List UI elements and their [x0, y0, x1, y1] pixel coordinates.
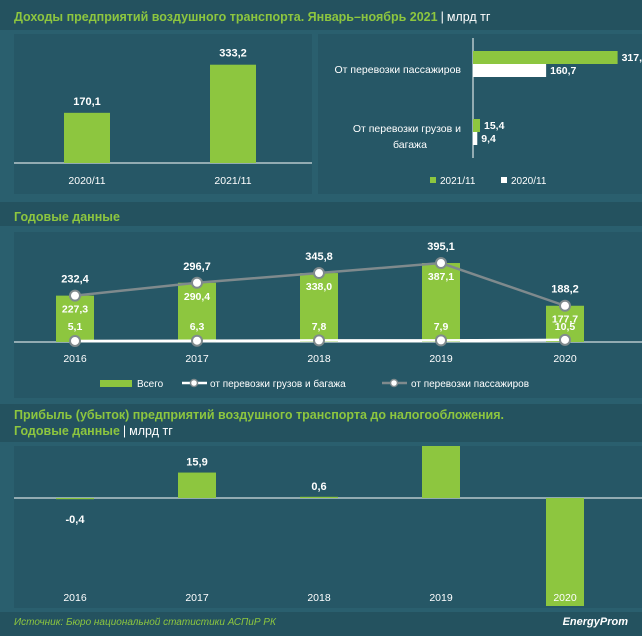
marker-passengers-2017 — [191, 276, 203, 289]
value-label-passengers-2020: 177,7 — [552, 314, 578, 326]
tick-label-2019: 2019 — [429, 592, 453, 604]
bar-2020/11-0 — [473, 64, 547, 77]
legend-label-total: Всего — [137, 379, 164, 390]
legend-marker-passengers — [389, 378, 399, 388]
legend-swatch-2020/11 — [501, 177, 507, 183]
bar-total-2017 — [178, 282, 216, 342]
marker-cargo-2016 — [69, 334, 81, 347]
value-label-2021/11: 333,2 — [219, 48, 247, 60]
marker-cargo-2017 — [191, 334, 203, 347]
value-label-total-2019: 395,1 — [427, 241, 455, 253]
category-label-cargo-line1: От перевозки грузов и — [353, 123, 461, 135]
legend-swatch-total — [100, 380, 132, 387]
value-label-2020/11-1: 9,4 — [481, 133, 496, 145]
value-label-2016: -0,4 — [66, 514, 86, 526]
tick-label-2017: 2017 — [185, 592, 209, 604]
marker-cargo-2019 — [435, 334, 447, 347]
tick-label-2017: 2017 — [185, 353, 209, 365]
value-label-cargo-2019: 7,9 — [434, 321, 449, 333]
bar-2021/11 — [210, 64, 256, 163]
value-label-2017: 15,9 — [186, 457, 207, 469]
legend-marker-cargo — [189, 378, 199, 388]
annual-revenue-chart: 232,4 227,3 5,1 2016 296,7 290,4 6,3 2017 345,8 3… — [14, 241, 642, 390]
legend-swatch-2021/11 — [430, 177, 436, 183]
section3-unit: млрд тг — [129, 424, 173, 438]
tick-label-2018: 2018 — [307, 353, 331, 365]
value-label-total-2016: 232,4 — [61, 274, 89, 286]
category-label-passengers: От перевозки пассажиров — [335, 64, 462, 76]
marker-cargo-2018 — [313, 334, 325, 347]
legend-label-2020/11: 2020/11 — [511, 176, 547, 187]
section3-title-bar: Прибыль (убыток) предприятий воздушного … — [0, 404, 642, 442]
value-label-total-2017: 296,7 — [183, 261, 211, 273]
tick-label-2016: 2016 — [63, 592, 87, 604]
tick-label-2020: 2020 — [553, 592, 577, 604]
value-label-cargo-2018: 7,8 — [312, 321, 327, 333]
title-separator: | — [122, 424, 127, 438]
bar-2020/11 — [64, 112, 110, 163]
revenue-total-panel: 170,1 2020/11 333,2 2021/11 — [14, 34, 312, 194]
value-label-passengers-2018: 338,0 — [306, 281, 332, 293]
footer: Источник: Бюро национальной статистики А… — [0, 612, 642, 636]
value-label-total-2018: 345,8 — [305, 251, 333, 263]
tick-label-2016: 2016 — [63, 353, 87, 365]
bar-2021/11-0 — [473, 51, 618, 64]
tick-label-2021/11: 2021/11 — [214, 175, 251, 187]
revenue-total-chart: 170,1 2020/11 333,2 2021/11 — [14, 48, 312, 187]
energyprom-logo: EnergyProm — [562, 616, 628, 628]
bar-profit-2020 — [546, 498, 584, 606]
section1-title: Доходы предприятий воздушного транспорта… — [14, 10, 438, 24]
section1-unit: млрд тг — [446, 10, 491, 24]
annual-panel: 232,4 227,3 5,1 2016 296,7 290,4 6,3 2017 345,8 3… — [14, 232, 642, 398]
revenue-breakdown-panel: От перевозки пассажиров От перевозки груз… — [318, 34, 642, 194]
marker-passengers-2018 — [313, 267, 325, 280]
value-label-passengers-2017: 290,4 — [184, 291, 210, 303]
value-label-2018: 0,6 — [311, 481, 326, 493]
bar-total-2016 — [56, 295, 94, 342]
section3-title-line1: Прибыль (убыток) предприятий воздушного … — [14, 408, 504, 422]
marker-passengers-2016 — [69, 289, 81, 302]
tick-label-2019: 2019 — [429, 353, 453, 365]
value-label-passengers-2016: 227,3 — [62, 304, 88, 316]
bar-profit-2017 — [178, 472, 216, 498]
title-separator: | — [440, 10, 444, 24]
section3-title-line2: Годовые данные — [14, 424, 120, 438]
legend-label-passengers: от перевозки пассажиров — [411, 379, 529, 390]
marker-passengers-2020 — [559, 299, 571, 312]
bar-total-2018 — [300, 273, 338, 342]
value-label-2020/11: 170,1 — [73, 96, 101, 108]
value-label-cargo-2016: 5,1 — [68, 321, 83, 333]
section2-title: Годовые данные — [14, 210, 120, 224]
bar-profit-2019 — [422, 444, 460, 498]
value-label-2021/11-1: 15,4 — [484, 120, 505, 132]
bar-profit-2016 — [56, 498, 94, 500]
revenue-breakdown-chart: От перевозки пассажиров От перевозки груз… — [335, 38, 642, 187]
legend-label-cargo: от перевозки грузов и багажа — [210, 378, 346, 390]
value-label-2021/11-0: 317,8 — [622, 52, 642, 64]
value-label-cargo-2017: 6,3 — [190, 321, 205, 333]
bar-2020/11-1 — [473, 132, 478, 145]
value-label-cargo-2020: 10,5 — [555, 321, 576, 333]
legend-label-2021/11: 2021/11 — [440, 176, 476, 187]
bar-total-2019 — [422, 263, 460, 342]
bar-2021/11-1 — [473, 119, 481, 132]
bar-profit-2018 — [300, 496, 338, 498]
marker-passengers-2019 — [435, 257, 447, 270]
value-label-total-2020: 188,2 — [551, 284, 579, 296]
section1-title-bar: Доходы предприятий воздушного транспорта… — [0, 0, 642, 30]
tick-label-2020/11: 2020/11 — [68, 175, 105, 187]
source-text: Источник: Бюро национальной статистики А… — [14, 617, 276, 628]
category-label-cargo-line2: багажа — [393, 139, 427, 151]
value-label-passengers-2019: 387,1 — [428, 271, 454, 283]
tick-label-2020: 2020 — [553, 353, 577, 365]
marker-cargo-2020 — [559, 333, 571, 346]
tick-label-2018: 2018 — [307, 592, 331, 604]
value-label-2020/11-0: 160,7 — [550, 65, 576, 77]
section2-title-bar: Годовые данные — [0, 202, 642, 226]
